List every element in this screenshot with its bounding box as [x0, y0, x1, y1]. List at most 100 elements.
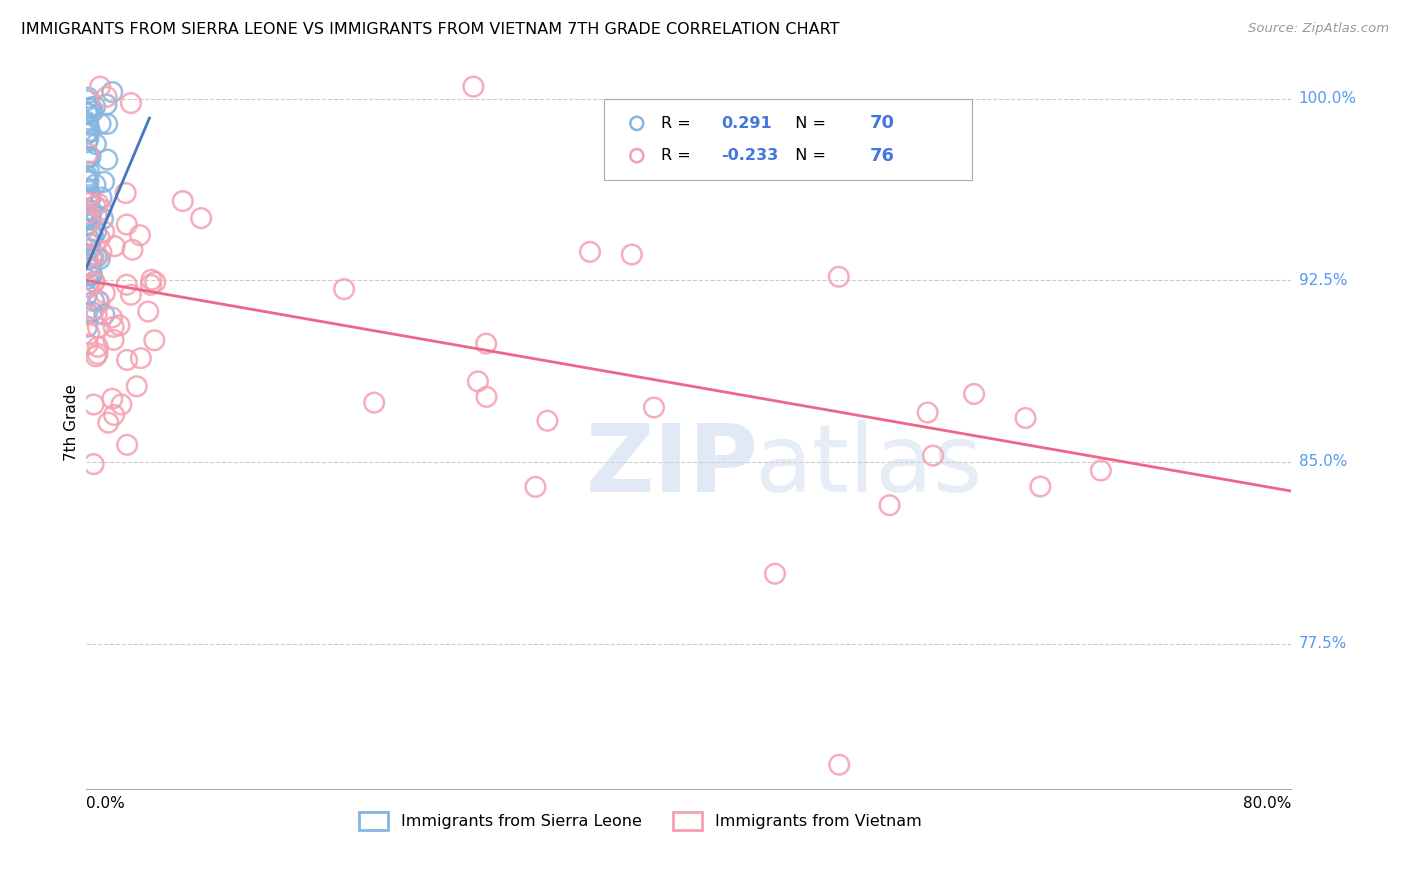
Point: [524, 480, 547, 494]
Point: [143, 275, 166, 289]
Point: [83, 397, 105, 411]
Text: 85.0%: 85.0%: [1299, 454, 1347, 469]
Point: [76, 272, 98, 286]
Point: [129, 228, 152, 243]
Point: [79, 237, 101, 252]
Point: [77, 151, 100, 165]
Point: [828, 757, 851, 772]
Point: [90, 245, 112, 260]
Point: [536, 414, 558, 428]
Point: [1090, 463, 1112, 477]
Text: R =: R =: [661, 116, 700, 131]
Point: [86, 307, 108, 321]
Text: 80.0%: 80.0%: [1243, 797, 1291, 811]
Point: [579, 244, 602, 259]
Point: [76, 106, 98, 120]
Point: [333, 282, 356, 296]
Point: [76, 212, 98, 227]
Point: [84, 349, 107, 363]
Point: [87, 293, 110, 308]
Point: [763, 566, 786, 581]
Point: [91, 211, 114, 226]
Point: [77, 208, 100, 222]
Point: [83, 457, 105, 471]
Point: [879, 498, 901, 512]
Text: 92.5%: 92.5%: [1299, 273, 1347, 288]
Point: [83, 275, 105, 289]
Point: [82, 104, 104, 119]
Point: [89, 294, 111, 309]
Point: [86, 347, 108, 361]
Point: [76, 135, 98, 149]
Point: [80, 250, 103, 264]
Point: [80, 267, 103, 281]
Point: [83, 275, 105, 289]
Point: [103, 333, 125, 347]
Legend: Immigrants from Sierra Leone, Immigrants from Vietnam: Immigrants from Sierra Leone, Immigrants…: [353, 805, 928, 836]
Point: [76, 169, 98, 183]
Point: [115, 438, 138, 452]
Point: [76, 106, 98, 120]
Point: [828, 269, 851, 284]
Point: [363, 395, 385, 409]
Point: [475, 336, 498, 351]
Point: [110, 397, 132, 411]
Text: atlas: atlas: [755, 420, 983, 512]
Point: [96, 97, 118, 112]
Point: [190, 211, 212, 226]
Point: [84, 199, 107, 213]
Point: [87, 196, 110, 211]
Point: [120, 287, 142, 301]
Point: [129, 351, 152, 366]
Point: [172, 194, 194, 208]
Point: [93, 175, 115, 189]
Point: [76, 252, 98, 267]
Text: 70: 70: [869, 114, 894, 132]
Point: [80, 211, 103, 225]
Point: [79, 190, 101, 204]
Text: 0.291: 0.291: [721, 116, 772, 131]
Point: [84, 137, 107, 152]
Point: [76, 146, 98, 161]
Point: [76, 115, 98, 129]
Point: [108, 318, 131, 333]
Point: [82, 229, 104, 244]
Point: [76, 211, 98, 225]
Point: [76, 260, 98, 275]
Point: [475, 390, 498, 404]
Point: [87, 320, 110, 334]
Point: [103, 319, 125, 334]
Point: [76, 202, 98, 217]
Point: [87, 340, 110, 354]
Point: [76, 206, 98, 220]
Point: [83, 294, 105, 309]
Point: [77, 260, 100, 274]
Text: -0.233: -0.233: [721, 148, 779, 163]
Point: [77, 230, 100, 244]
Point: [79, 242, 101, 256]
Text: 100.0%: 100.0%: [1299, 91, 1357, 106]
Point: [125, 379, 148, 393]
Point: [80, 305, 103, 319]
Point: [77, 118, 100, 132]
Y-axis label: 7th Grade: 7th Grade: [65, 384, 79, 460]
Text: 77.5%: 77.5%: [1299, 636, 1347, 651]
Point: [76, 173, 98, 187]
Point: [84, 100, 107, 114]
Point: [83, 251, 105, 265]
Point: [96, 117, 118, 131]
Point: [89, 252, 111, 266]
Point: [141, 273, 163, 287]
Point: [86, 250, 108, 264]
Point: [89, 231, 111, 245]
Point: [93, 225, 115, 239]
Text: 0.0%: 0.0%: [86, 797, 125, 811]
Point: [115, 352, 138, 367]
Point: [76, 288, 98, 302]
Point: [1014, 411, 1036, 425]
Point: [76, 337, 98, 351]
FancyBboxPatch shape: [605, 99, 972, 180]
Point: [77, 281, 100, 295]
Point: [115, 218, 138, 232]
Point: [963, 387, 986, 401]
